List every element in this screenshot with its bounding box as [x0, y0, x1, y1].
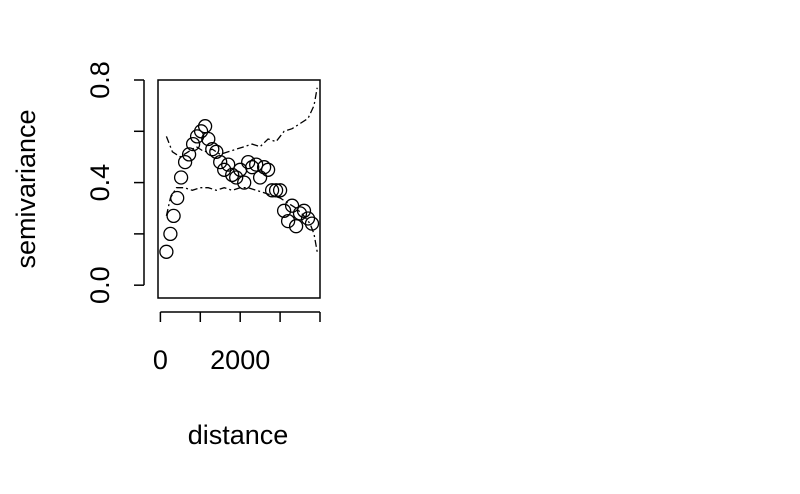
data-point — [166, 208, 181, 224]
data-point — [185, 136, 201, 152]
data-point — [237, 175, 252, 190]
plot-frame — [157, 79, 321, 299]
y-tick-label: 0.0 — [85, 266, 115, 304]
data-point — [300, 211, 316, 226]
data-point — [241, 154, 256, 170]
data-point — [213, 154, 228, 170]
axis-layer: 0 2000 0.0 0.4 0.8 — [85, 61, 321, 375]
data-point — [217, 162, 232, 177]
data-point — [173, 170, 189, 185]
data-point — [288, 219, 304, 234]
data-point — [225, 167, 240, 183]
data-point — [292, 206, 308, 221]
data-point — [170, 190, 185, 206]
data-point — [205, 142, 220, 157]
envelope-line-1 — [165, 87, 318, 158]
data-point — [264, 183, 280, 198]
data-point — [159, 244, 174, 259]
x-tick-label: 2000 — [210, 345, 270, 375]
y-axis-label: semivariance — [11, 109, 41, 268]
data-point — [249, 157, 264, 172]
x-axis-label: distance — [188, 420, 289, 450]
data-point — [177, 154, 193, 170]
data-point — [201, 131, 216, 147]
data-point — [256, 160, 272, 175]
data-point — [245, 160, 260, 175]
y-tick-label: 0.4 — [85, 164, 115, 202]
data-point — [229, 170, 244, 185]
plot-layer — [159, 87, 320, 259]
data-point — [193, 124, 209, 139]
data-point — [280, 213, 296, 229]
data-point — [181, 147, 197, 162]
data-point — [252, 170, 268, 185]
data-point — [260, 162, 276, 177]
data-point — [209, 144, 224, 159]
data-point — [163, 226, 178, 242]
data-point — [284, 198, 300, 213]
data-point — [189, 129, 205, 144]
x-tick-label: 0 — [153, 345, 168, 375]
data-point — [272, 183, 288, 198]
data-point — [296, 203, 312, 218]
envelope-line-2 — [165, 187, 318, 252]
data-point — [276, 203, 292, 218]
data-point — [268, 183, 284, 198]
data-point — [221, 157, 236, 172]
y-tick-label: 0.8 — [85, 61, 115, 99]
